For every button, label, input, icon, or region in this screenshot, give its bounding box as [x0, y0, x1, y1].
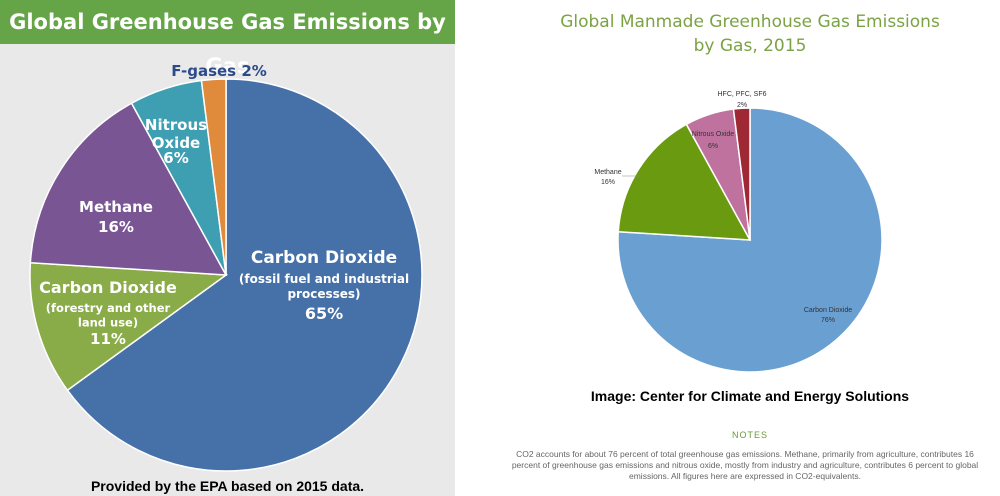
right-chart-title-line-1: Global Manmade Greenhouse Gas Emissions [560, 12, 940, 32]
image-credit: Image: Center for Climate and Energy Sol… [590, 388, 910, 404]
left-chart-title: Global Greenhouse Gas Emissions by Gas [9, 10, 446, 78]
left-chart-header: Global Greenhouse Gas Emissions by Gas [0, 0, 455, 78]
left-pie-chart: Carbon Dioxide (fossil fuel and industria… [29, 62, 423, 472]
left-slice-label-0-line-1: (fossil fuel and industrial [239, 272, 409, 286]
left-slice-value-2: 16% [98, 218, 134, 236]
left-slice-1 [29, 261, 229, 392]
right-pie-chart: Carbon Dioxide 76% Methane 16% Nitrous Oxide… [594, 91, 883, 373]
left-slice-label-0-line-0: Carbon Dioxide [251, 248, 397, 268]
right-slice-label-3: HFC, PFC, SF6 [717, 91, 766, 98]
left-slice-label-3-line-1: Oxide [152, 134, 200, 152]
right-slice-label-0: Carbon Dioxide [804, 307, 852, 314]
left-slice-label-3-line-0: Nitrous [145, 116, 207, 134]
left-slice-label-0-line-2: processes) [287, 287, 360, 301]
left-slice-value-0: 65% [305, 304, 343, 323]
right-slice-value-0: 76% [821, 317, 835, 324]
left-slice-2 [29, 102, 228, 276]
right-slice-value-1: 16% [601, 179, 615, 186]
right-slice-value-3: 2% [737, 102, 747, 109]
left-slice-0 [66, 78, 423, 472]
left-slice-4 [200, 78, 227, 276]
left-slice-label-2-line-0: Methane [79, 198, 153, 216]
right-slice-label-1: Methane [594, 169, 621, 176]
notes-text: CO2 accounts for about 76 percent of tot… [511, 449, 979, 481]
right-slice-1 [617, 123, 752, 241]
left-slice-label-1-line-0: Carbon Dioxide [39, 278, 177, 297]
left-slice-label-1-line-1: (forestry and other [46, 301, 171, 315]
left-slice-value-3: 6% [163, 149, 188, 167]
left-slice-value-1: 11% [90, 330, 126, 348]
right-chart-title-line-2: by Gas, 2015 [693, 36, 807, 56]
left-chart-source: Provided by the EPA based on 2015 data. [90, 478, 365, 494]
left-chart-panel: Global Greenhouse Gas Emissions by Gas C… [0, 0, 455, 496]
right-slice-value-2: 6% [708, 143, 718, 150]
left-slice-label-1-line-2: land use) [78, 316, 138, 330]
notes-label: NOTES [731, 430, 768, 440]
right-slice-label-2: Nitrous Oxide [692, 131, 735, 138]
right-chart-title: Global Manmade Greenhouse Gas Emissions … [560, 10, 940, 58]
left-fgases-label: F-gases 2% [171, 62, 267, 80]
right-slice-3 [732, 107, 751, 241]
right-slice-0 [617, 107, 883, 373]
